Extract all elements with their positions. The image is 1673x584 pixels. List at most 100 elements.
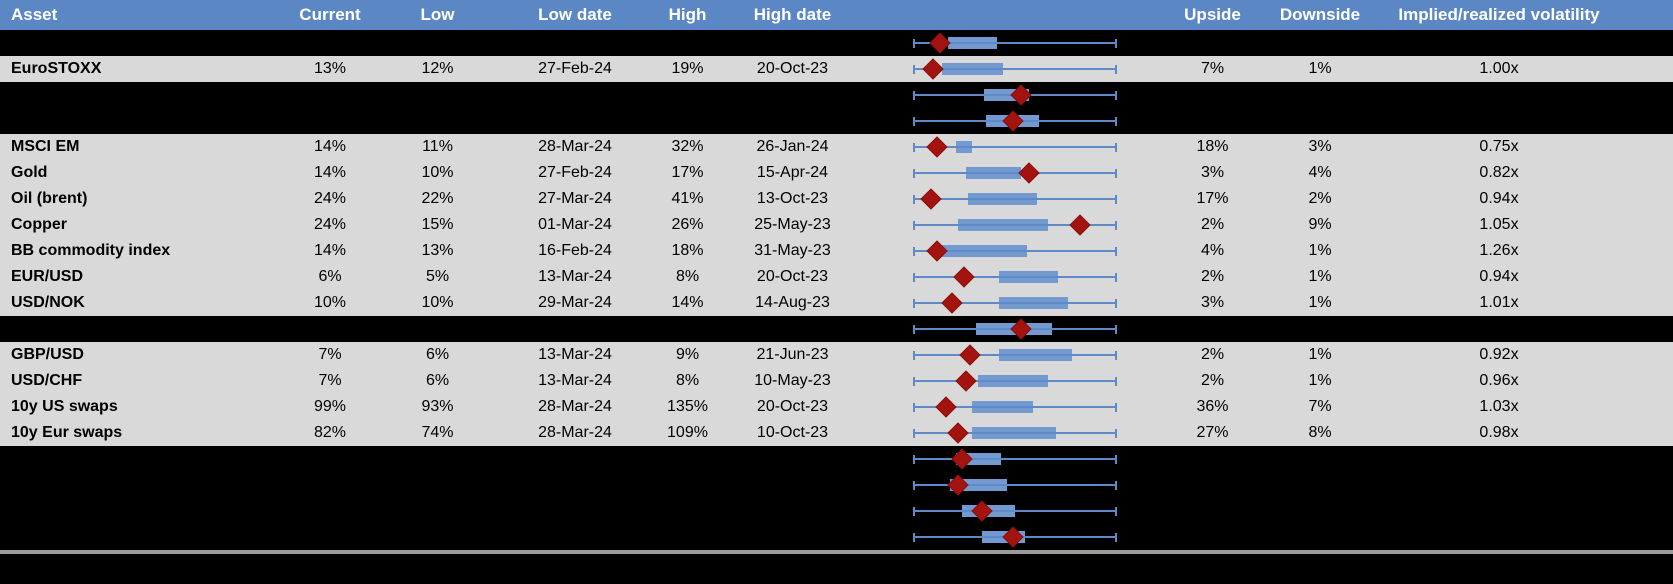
cell-downside[interactable]: 1% bbox=[1308, 294, 1332, 311]
cell-low[interactable]: 11% bbox=[422, 138, 453, 155]
header-low[interactable]: Low bbox=[420, 5, 455, 24]
cell-upside[interactable]: 36% bbox=[1196, 398, 1229, 415]
cell-current[interactable]: 6% bbox=[318, 268, 342, 285]
cell-downside[interactable]: 1% bbox=[1308, 242, 1332, 259]
cell-implied-realized[interactable]: 0.94x bbox=[1479, 268, 1519, 285]
cell-high[interactable]: 19% bbox=[671, 60, 704, 77]
cell-high[interactable]: 8% bbox=[675, 268, 700, 285]
cell-high[interactable]: 14% bbox=[671, 294, 704, 311]
cell-current[interactable]: 10% bbox=[313, 294, 347, 311]
cell-asset[interactable]: Copper bbox=[11, 216, 67, 233]
header-upside[interactable]: Upside bbox=[1184, 5, 1241, 24]
cell-current[interactable]: 13% bbox=[313, 60, 347, 77]
cell-downside[interactable]: 1% bbox=[1308, 372, 1332, 389]
cell-asset[interactable]: USD/CHF bbox=[11, 372, 83, 389]
cell-implied-realized[interactable]: 0.75x bbox=[1479, 138, 1519, 155]
cell-implied-realized[interactable]: 0.96x bbox=[1479, 372, 1519, 389]
cell-low[interactable]: 6% bbox=[425, 372, 450, 389]
cell-low-date[interactable]: 16-Feb-24 bbox=[538, 242, 612, 259]
cell-low[interactable]: 13% bbox=[421, 242, 454, 259]
cell-low[interactable]: 74% bbox=[421, 424, 454, 441]
cell-downside[interactable]: 4% bbox=[1308, 164, 1332, 181]
cell-current[interactable]: 7% bbox=[318, 372, 342, 389]
cell-implied-realized[interactable]: 0.98x bbox=[1479, 424, 1519, 441]
cell-low-date[interactable]: 13-Mar-24 bbox=[538, 268, 612, 285]
cell-downside[interactable]: 1% bbox=[1308, 268, 1332, 285]
header-downside[interactable]: Downside bbox=[1279, 5, 1361, 24]
cell-high[interactable]: 135% bbox=[667, 398, 708, 415]
cell-downside[interactable]: 2% bbox=[1308, 190, 1332, 207]
header-high-date[interactable]: High date bbox=[753, 5, 832, 24]
cell-asset[interactable]: MSCI EM bbox=[11, 138, 80, 155]
cell-low-date[interactable]: 28-Mar-24 bbox=[538, 398, 612, 415]
cell-high-date[interactable]: 25-May-23 bbox=[754, 216, 831, 233]
cell-upside[interactable]: 2% bbox=[1200, 372, 1225, 389]
cell-implied-realized[interactable]: 1.00x bbox=[1479, 60, 1519, 77]
cell-downside[interactable]: 1% bbox=[1308, 346, 1332, 363]
cell-low[interactable]: 15% bbox=[421, 216, 454, 233]
cell-high[interactable]: 41% bbox=[671, 190, 704, 207]
header-implied-realized[interactable]: Implied/realized volatility bbox=[1398, 5, 1600, 24]
cell-low-date[interactable]: 27-Feb-24 bbox=[538, 164, 612, 181]
cell-implied-realized[interactable]: 0.92x bbox=[1479, 346, 1519, 363]
cell-current[interactable]: 14% bbox=[313, 242, 347, 259]
cell-low[interactable]: 5% bbox=[425, 268, 450, 285]
cell-high-date[interactable]: 13-Oct-23 bbox=[756, 190, 829, 207]
cell-upside[interactable]: 2% bbox=[1200, 346, 1225, 363]
cell-low[interactable]: 10% bbox=[421, 164, 454, 181]
header-current[interactable]: Current bbox=[299, 5, 361, 24]
cell-downside[interactable]: 3% bbox=[1308, 138, 1332, 155]
cell-upside[interactable]: 7% bbox=[1200, 60, 1225, 77]
cell-high[interactable]: 8% bbox=[675, 372, 700, 389]
cell-high[interactable]: 32% bbox=[671, 138, 704, 155]
cell-implied-realized[interactable]: 1.05x bbox=[1479, 216, 1519, 233]
cell-implied-realized[interactable]: 1.26x bbox=[1479, 242, 1519, 259]
cell-asset[interactable]: GBP/USD bbox=[11, 346, 84, 363]
cell-high-date[interactable]: 26-Jan-24 bbox=[756, 138, 829, 155]
cell-implied-realized[interactable]: 1.03x bbox=[1479, 398, 1519, 415]
cell-upside[interactable]: 17% bbox=[1196, 190, 1229, 207]
cell-high[interactable]: 26% bbox=[671, 216, 704, 233]
cell-high-date[interactable]: 20-Oct-23 bbox=[756, 268, 829, 285]
cell-downside[interactable]: 7% bbox=[1308, 398, 1332, 415]
cell-asset[interactable]: EUR/USD bbox=[11, 268, 84, 285]
cell-high-date[interactable]: 10-May-23 bbox=[754, 372, 831, 389]
cell-low[interactable]: 12% bbox=[421, 60, 454, 77]
cell-downside[interactable]: 8% bbox=[1308, 424, 1332, 441]
cell-implied-realized[interactable]: 0.82x bbox=[1479, 164, 1519, 181]
cell-high-date[interactable]: 21-Jun-23 bbox=[756, 346, 829, 363]
cell-upside[interactable]: 18% bbox=[1196, 138, 1229, 155]
cell-implied-realized[interactable]: 0.94x bbox=[1479, 190, 1519, 207]
cell-upside[interactable]: 2% bbox=[1200, 216, 1225, 233]
cell-upside[interactable]: 2% bbox=[1200, 268, 1225, 285]
cell-low-date[interactable]: 01-Mar-24 bbox=[538, 216, 612, 233]
cell-current[interactable]: 99% bbox=[313, 398, 347, 415]
cell-current[interactable]: 24% bbox=[313, 216, 347, 233]
header-high[interactable]: High bbox=[668, 5, 707, 24]
cell-upside[interactable]: 4% bbox=[1200, 242, 1225, 259]
cell-low-date[interactable]: 27-Mar-24 bbox=[538, 190, 612, 207]
cell-current[interactable]: 24% bbox=[313, 190, 347, 207]
cell-high-date[interactable]: 15-Apr-24 bbox=[756, 164, 829, 181]
cell-high-date[interactable]: 14-Aug-23 bbox=[755, 294, 830, 311]
cell-upside[interactable]: 27% bbox=[1196, 424, 1229, 441]
cell-high-date[interactable]: 20-Oct-23 bbox=[756, 398, 829, 415]
cell-upside[interactable]: 3% bbox=[1200, 294, 1225, 311]
cell-low-date[interactable]: 28-Mar-24 bbox=[538, 138, 612, 155]
cell-high-date[interactable]: 31-May-23 bbox=[754, 242, 831, 259]
cell-high[interactable]: 109% bbox=[667, 424, 708, 441]
header-low-date[interactable]: Low date bbox=[538, 5, 612, 24]
cell-asset[interactable]: EuroSTOXX bbox=[11, 60, 102, 77]
cell-low-date[interactable]: 28-Mar-24 bbox=[538, 424, 612, 441]
cell-low[interactable]: 93% bbox=[421, 398, 454, 415]
cell-high-date[interactable]: 20-Oct-23 bbox=[756, 60, 829, 77]
cell-current[interactable]: 14% bbox=[313, 138, 347, 155]
cell-low-date[interactable]: 29-Mar-24 bbox=[538, 294, 612, 311]
cell-asset[interactable]: USD/NOK bbox=[11, 294, 85, 311]
cell-downside[interactable]: 1% bbox=[1308, 60, 1332, 77]
cell-downside[interactable]: 9% bbox=[1308, 216, 1332, 233]
cell-current[interactable]: 7% bbox=[318, 346, 342, 363]
header-asset[interactable]: Asset bbox=[11, 5, 58, 24]
cell-low-date[interactable]: 13-Mar-24 bbox=[538, 346, 612, 363]
cell-implied-realized[interactable]: 1.01x bbox=[1479, 294, 1519, 311]
